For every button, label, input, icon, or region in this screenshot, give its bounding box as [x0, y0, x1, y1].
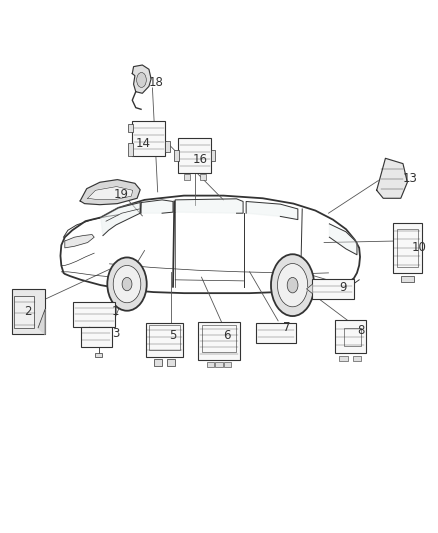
Bar [200, 174, 206, 180]
Ellipse shape [277, 263, 308, 307]
Bar [184, 174, 190, 180]
Ellipse shape [113, 265, 141, 303]
Text: 14: 14 [136, 138, 151, 150]
Polygon shape [65, 235, 94, 248]
Bar [145, 322, 183, 357]
Polygon shape [88, 187, 133, 199]
Polygon shape [38, 309, 45, 334]
Bar [179, 139, 211, 173]
Ellipse shape [107, 257, 147, 311]
Bar [339, 356, 348, 361]
Bar [81, 327, 112, 347]
Text: 5: 5 [169, 329, 176, 342]
Bar [95, 353, 102, 357]
Text: 1: 1 [112, 305, 119, 318]
Bar [335, 320, 366, 353]
Polygon shape [377, 158, 407, 198]
Text: 18: 18 [149, 76, 164, 89]
Text: 3: 3 [112, 327, 119, 340]
Bar [12, 289, 45, 335]
Text: 6: 6 [223, 329, 231, 342]
Bar [353, 356, 361, 361]
Polygon shape [60, 196, 360, 293]
Bar [211, 150, 215, 161]
Bar [312, 279, 353, 299]
Text: 19: 19 [114, 188, 129, 201]
Bar [128, 142, 133, 156]
Bar [165, 141, 170, 152]
Polygon shape [175, 199, 243, 213]
Bar [174, 150, 179, 161]
Bar [401, 276, 414, 282]
Polygon shape [132, 65, 151, 93]
Bar [154, 359, 162, 366]
Bar [149, 325, 180, 350]
Bar [207, 362, 214, 367]
Bar [128, 124, 133, 132]
Text: 2: 2 [24, 305, 32, 318]
Text: 9: 9 [339, 281, 347, 294]
Polygon shape [141, 200, 173, 213]
Bar [14, 296, 34, 328]
Bar [344, 327, 361, 346]
Polygon shape [307, 285, 312, 293]
Text: 16: 16 [193, 154, 208, 166]
Bar [73, 302, 115, 327]
Polygon shape [101, 203, 140, 236]
Ellipse shape [287, 277, 298, 293]
Bar [393, 223, 421, 273]
Bar [256, 323, 296, 343]
Bar [215, 362, 223, 367]
Bar [198, 322, 240, 360]
Text: 13: 13 [403, 172, 418, 185]
Ellipse shape [271, 254, 314, 316]
Polygon shape [246, 201, 298, 220]
Ellipse shape [122, 277, 132, 291]
Text: 8: 8 [357, 324, 364, 337]
Text: 7: 7 [283, 321, 290, 334]
Ellipse shape [137, 72, 146, 87]
Text: 10: 10 [412, 241, 427, 254]
Polygon shape [329, 224, 357, 255]
Bar [224, 362, 231, 367]
Polygon shape [80, 180, 140, 205]
Bar [167, 359, 175, 366]
Bar [397, 229, 418, 267]
Bar [202, 325, 236, 352]
Bar [133, 122, 166, 156]
